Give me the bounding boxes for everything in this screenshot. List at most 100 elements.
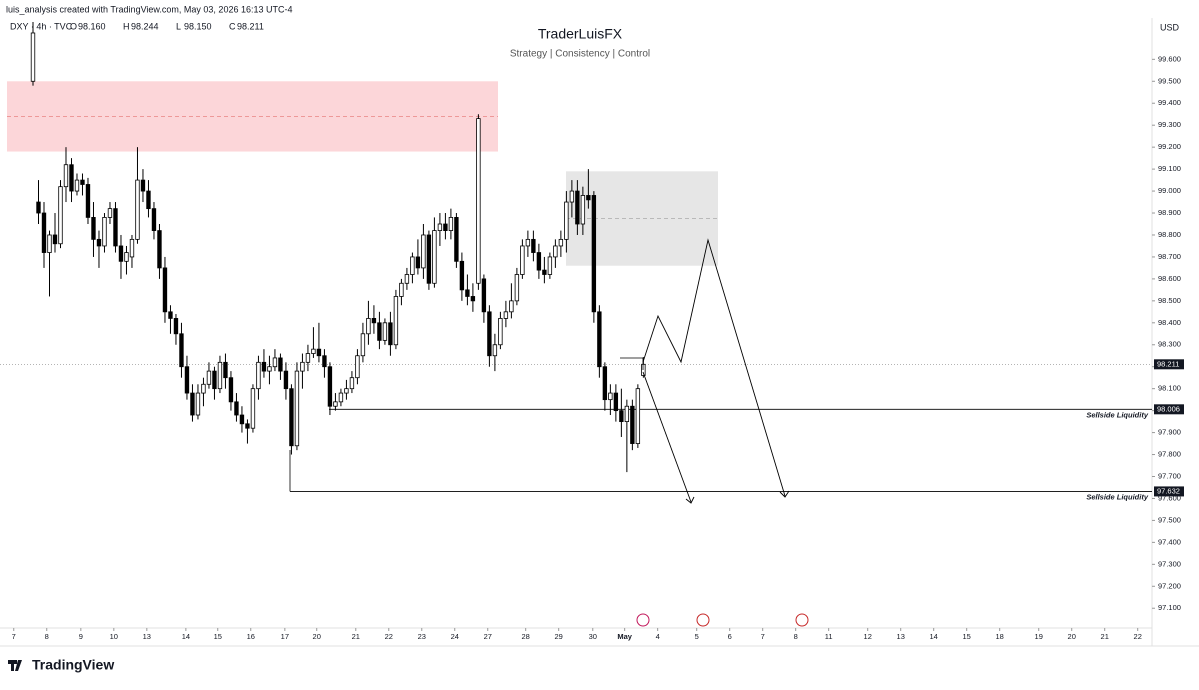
candle-body	[311, 348, 316, 354]
candle-body	[63, 164, 69, 188]
brand-logo	[8, 660, 22, 671]
candle-body	[355, 355, 360, 379]
ohlc-value: 98.150	[184, 21, 212, 31]
candle-body	[36, 201, 41, 214]
candle-body	[349, 377, 355, 390]
y-tick-label: 97.200	[1158, 581, 1181, 590]
candle-body	[630, 405, 635, 444]
level-tag	[1154, 404, 1184, 415]
candle-body	[547, 256, 553, 275]
candle-body	[371, 318, 377, 324]
candle-body	[564, 201, 569, 240]
candle-body	[437, 223, 443, 231]
x-tick-label: May	[617, 632, 632, 641]
x-tick-label: 20	[313, 632, 321, 641]
event-icon[interactable]	[636, 613, 650, 627]
x-tick-label: 13	[143, 632, 151, 641]
y-tick-label: 97.900	[1158, 428, 1181, 437]
candle-body	[613, 392, 619, 412]
candle-body	[322, 355, 327, 368]
x-tick-label: 28	[522, 632, 530, 641]
candle-body	[157, 230, 162, 269]
candle-body	[333, 401, 338, 407]
candle-body	[624, 405, 630, 423]
x-tick-label: 22	[385, 632, 393, 641]
candle-body	[135, 179, 140, 240]
candle-body	[569, 190, 575, 203]
candle-body	[465, 289, 470, 297]
candle-body	[531, 238, 536, 253]
candle-body	[69, 164, 74, 192]
candle-body	[96, 238, 102, 247]
x-tick-label: 30	[589, 632, 597, 641]
y-tick-label: 97.100	[1158, 603, 1181, 612]
candle-body	[487, 311, 492, 357]
candle-body	[509, 300, 514, 313]
candle-body	[525, 238, 531, 247]
brand: TradingView	[32, 657, 114, 673]
y-tick-label: 99.000	[1158, 186, 1181, 195]
event-icon[interactable]	[795, 613, 809, 627]
candle-body	[228, 377, 234, 403]
x-tick-label: 22	[1134, 632, 1142, 641]
candle-body	[129, 238, 135, 258]
candle-body	[162, 267, 168, 313]
current-price-tag	[1154, 359, 1184, 370]
candle-body	[393, 296, 399, 346]
candle-body	[267, 366, 272, 372]
x-tick-label: 9	[79, 632, 83, 641]
candle-body	[377, 322, 382, 341]
y-tick-label: 98.300	[1158, 340, 1181, 349]
x-tick-label: 7	[761, 632, 765, 641]
x-tick-label: 4	[656, 632, 660, 641]
candle-body	[47, 234, 52, 253]
ohlc-key: O	[70, 21, 77, 31]
y-tick-label: 97.800	[1158, 450, 1181, 459]
candle-body	[30, 32, 36, 82]
candle-body	[294, 370, 300, 447]
candle-body	[586, 195, 591, 201]
y-tick-label: 98.600	[1158, 274, 1181, 283]
y-tick-label: 99.400	[1158, 98, 1181, 107]
candle-body	[140, 179, 146, 192]
x-tick-label: 6	[728, 632, 732, 641]
level-annotation: Sellside Liquidity	[1086, 492, 1149, 501]
y-tick-label: 97.600	[1158, 493, 1181, 502]
candle-body	[113, 208, 118, 247]
event-icon[interactable]	[696, 613, 710, 627]
y-tick-label: 98.500	[1158, 296, 1181, 305]
candle-body	[338, 392, 344, 403]
arrow-head	[779, 490, 790, 498]
candle-body	[91, 217, 96, 240]
candle-body	[432, 230, 437, 284]
currency: USD	[1160, 22, 1180, 32]
candle-body	[360, 333, 366, 357]
candle-body	[327, 366, 333, 407]
candle-body	[118, 245, 124, 262]
x-tick-label: 21	[352, 632, 360, 641]
x-tick-label: 5	[695, 632, 699, 641]
candle-body	[168, 311, 173, 319]
y-tick-label: 99.600	[1158, 54, 1181, 63]
level-tag	[1154, 486, 1184, 497]
ohlc-value: 98.211	[237, 21, 264, 31]
ohlc-key: C	[229, 21, 236, 31]
x-tick-label: 29	[555, 632, 563, 641]
candle-body	[421, 234, 426, 269]
candle-body	[476, 118, 481, 284]
candle-body	[619, 410, 624, 423]
candle-body	[124, 252, 129, 262]
candle-body	[52, 234, 58, 245]
candle-body	[503, 311, 509, 319]
candle-body	[300, 361, 305, 372]
y-tick-label: 99.500	[1158, 76, 1181, 85]
x-tick-label: 18	[996, 632, 1004, 641]
level-price-label: 97.632	[1157, 486, 1180, 495]
x-tick-label: 11	[825, 632, 833, 641]
y-tick-label: 97.400	[1158, 537, 1181, 546]
candle-body	[206, 370, 212, 385]
candle-body	[179, 333, 184, 368]
candle-body	[597, 311, 602, 368]
x-tick-label: 27	[484, 632, 492, 641]
